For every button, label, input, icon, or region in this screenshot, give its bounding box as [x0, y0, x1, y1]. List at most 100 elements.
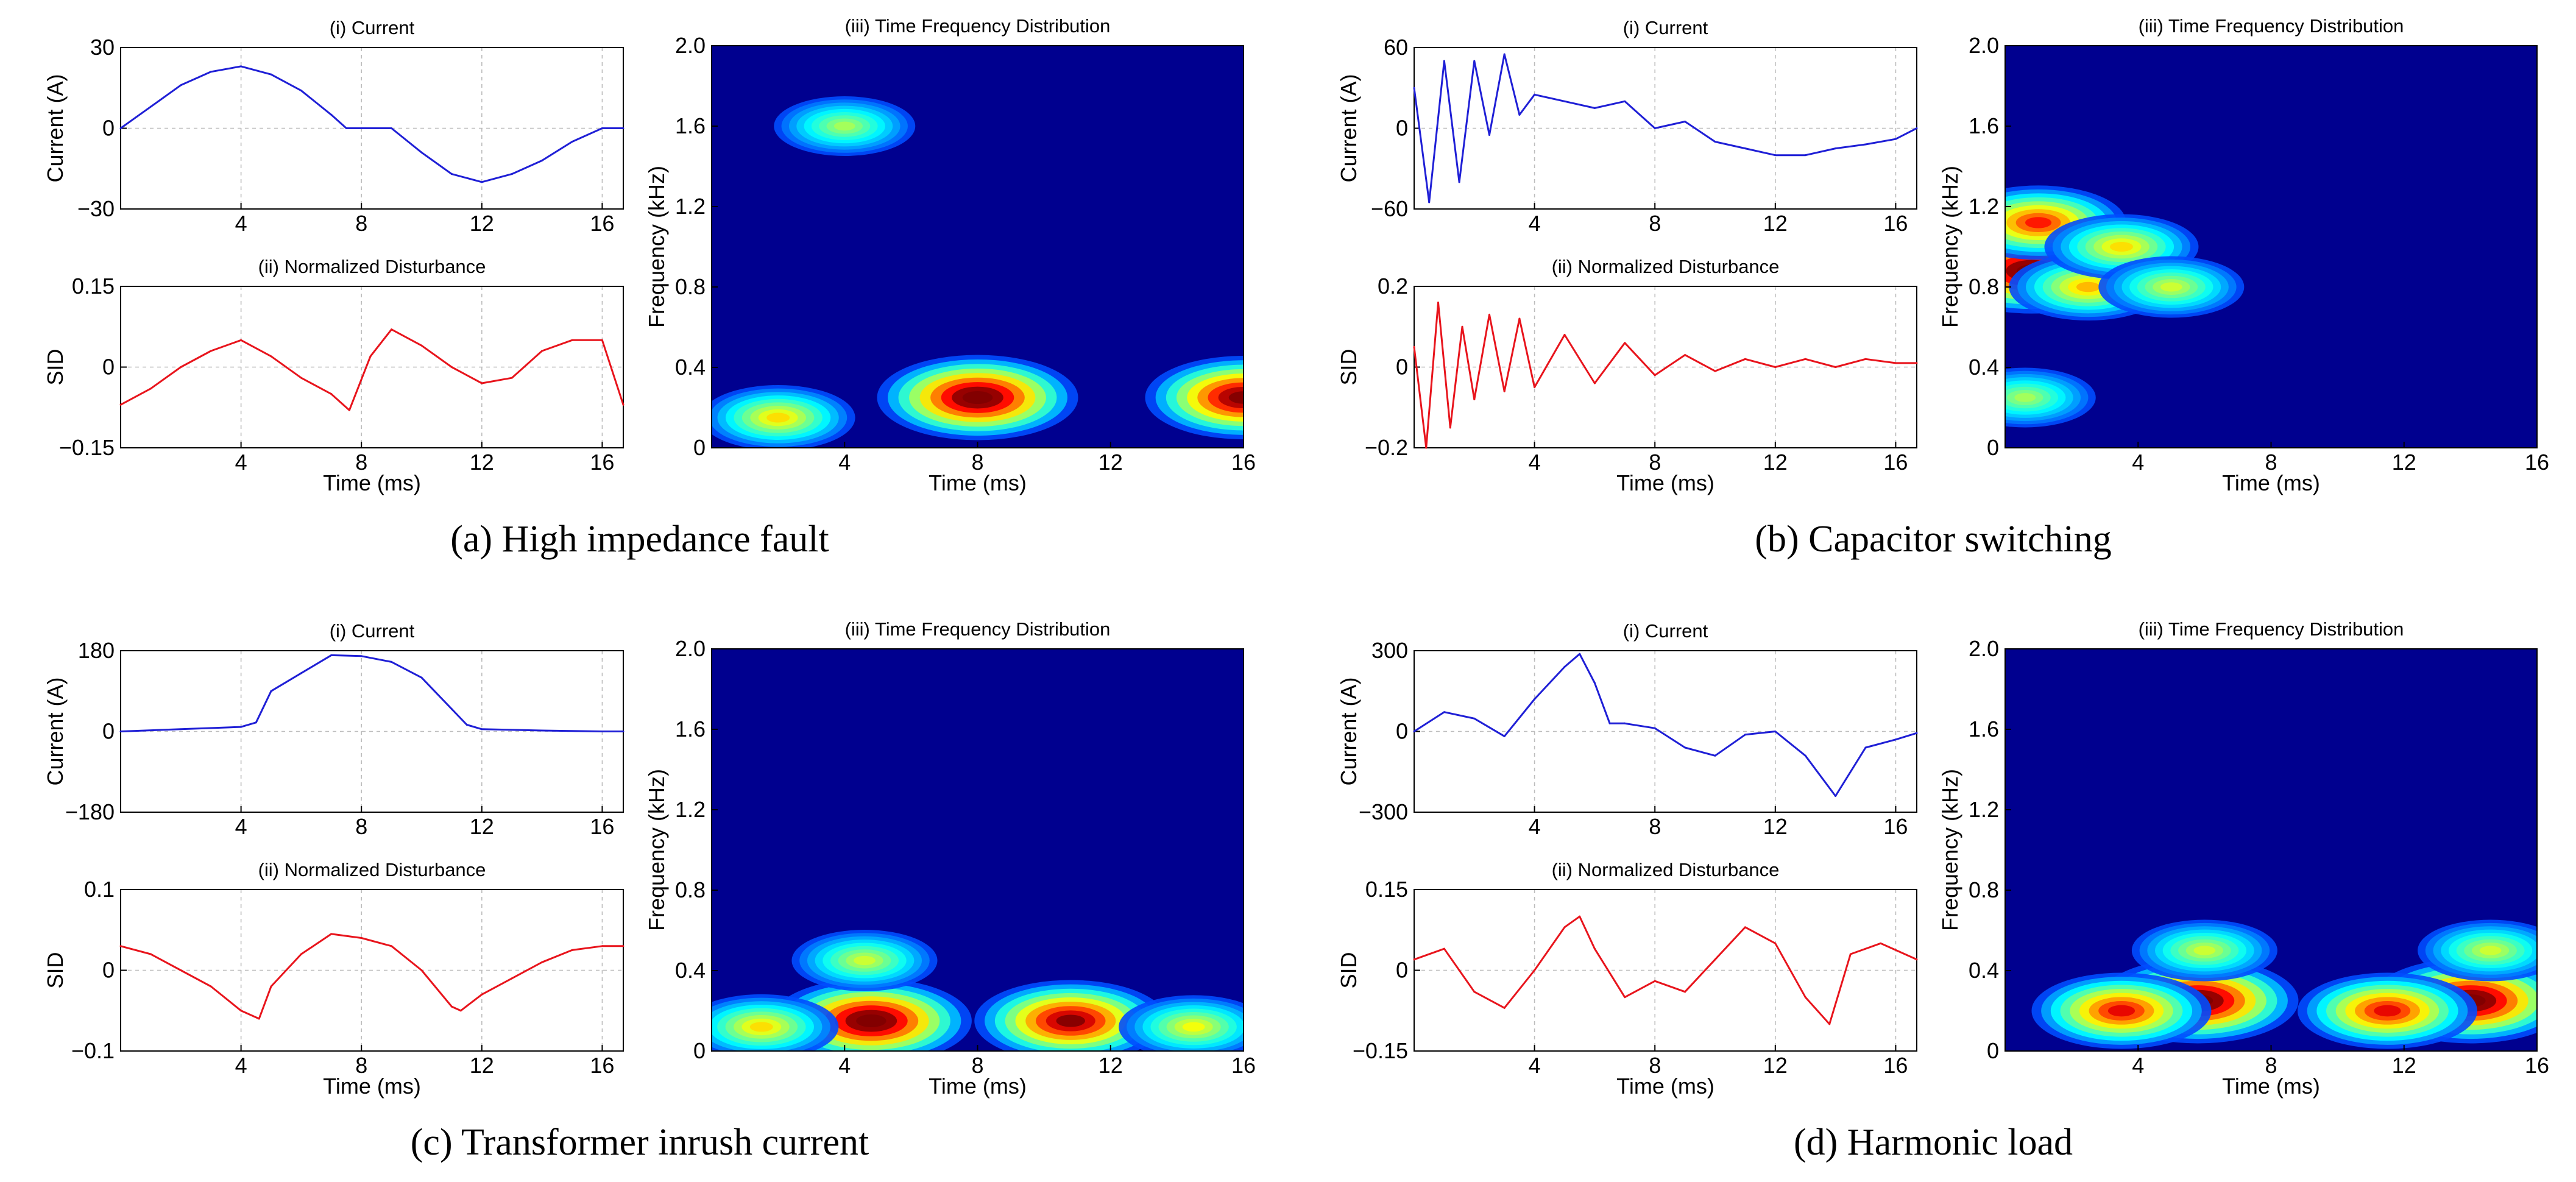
y-tick-label: 0.4 [1969, 958, 1999, 983]
y-tick-label: −0.15 [1353, 1038, 1408, 1063]
x-tick-label: 16 [590, 450, 614, 475]
data-point [348, 409, 350, 411]
y-tick-label: 0 [1396, 355, 1408, 380]
y-tick-label: 0.15 [72, 274, 115, 299]
data-point [1437, 302, 1440, 303]
data-point [1473, 717, 1476, 720]
data-point [255, 721, 257, 724]
y-tick-label: 0 [1396, 958, 1408, 983]
data-point [541, 729, 543, 732]
series-line [120, 654, 623, 732]
data-point [210, 985, 212, 988]
data-point [1894, 138, 1897, 140]
y-tick-label: 1.2 [675, 194, 706, 219]
y-tick-label: 0 [1987, 435, 1999, 460]
data-point [270, 985, 272, 988]
heatmap-layer [712, 96, 1244, 448]
y-tick-label: 0.1 [84, 877, 115, 902]
x-axis-label: Time (ms) [323, 470, 421, 495]
data-point [1654, 727, 1656, 729]
data-point [541, 961, 543, 963]
data-point [119, 945, 122, 947]
plot-title: (i) Current [330, 17, 415, 38]
x-tick-label: 12 [1763, 211, 1788, 236]
data-point [300, 953, 302, 955]
x-tick-label: 8 [355, 814, 367, 839]
data-point [571, 949, 573, 951]
data-point [1624, 342, 1626, 344]
data-point [1503, 390, 1506, 392]
y-tick-label: 0 [1396, 719, 1408, 744]
data-point [420, 151, 423, 154]
data-point [1443, 60, 1445, 62]
data-point [481, 382, 483, 384]
y-tick-label: −300 [1359, 799, 1408, 824]
y-axis-label: SID [43, 349, 68, 385]
data-point [450, 1005, 453, 1008]
x-tick-label: 16 [1231, 450, 1256, 475]
panel-d: (i) Current 300 0 −300 4 8 12 16 Current (A) (ii)… [1336, 618, 2549, 1163]
data-point [1774, 366, 1777, 368]
data-point [1428, 201, 1431, 203]
x-tick-label: 8 [355, 1053, 367, 1078]
panel-caption: (d) Harmonic load [1794, 1122, 2073, 1163]
data-point [420, 969, 423, 971]
plot-title: (iii) Time Frequency Distribution [845, 15, 1111, 37]
y-tick-label: −0.15 [59, 435, 115, 460]
y-axis-label: SID [43, 952, 68, 988]
y-axis-label: Current (A) [1336, 74, 1361, 182]
data-point [1534, 969, 1536, 971]
x-tick-label: 16 [590, 211, 614, 236]
x-tick-label: 12 [1763, 1053, 1788, 1078]
data-point [240, 339, 242, 341]
series-line [1413, 53, 1917, 203]
data-point [180, 728, 182, 731]
panel-caption: (c) Transformer inrush current [411, 1122, 869, 1163]
plot-title: (ii) Normalized Disturbance [1552, 859, 1780, 880]
data-point [300, 377, 302, 379]
y-tick-label: 1.2 [1969, 194, 1999, 219]
x-tick-label: 8 [1649, 1053, 1661, 1078]
data-point [300, 90, 302, 92]
y-tick-label: −60 [1371, 196, 1408, 221]
y-tick-label: 1.6 [675, 717, 706, 741]
y-tick-label: 2.0 [675, 636, 706, 661]
x-axis-label: Time (ms) [2222, 1074, 2320, 1099]
data-point [1684, 354, 1686, 356]
data-point [571, 141, 573, 143]
data-point [180, 366, 182, 368]
y-tick-label: 300 [1371, 638, 1408, 663]
x-tick-label: 8 [355, 450, 367, 475]
data-point [1880, 942, 1882, 944]
data-point [119, 403, 122, 406]
y-axis-label: Frequency (kHz) [644, 166, 669, 328]
x-axis-label: Time (ms) [323, 1074, 421, 1099]
data-point [511, 977, 513, 980]
heatmap-blob [2160, 282, 2182, 292]
panel-a: (i) Current 30 0 −30 4 8 12 16 Current (A) (ii) N… [43, 15, 1256, 560]
data-point [1488, 313, 1491, 316]
y-axis-label: Current (A) [1336, 677, 1361, 785]
data-point [1534, 386, 1536, 389]
y-tick-label: 0 [102, 116, 115, 141]
data-point [1413, 87, 1415, 89]
x-tick-label: 16 [2525, 1053, 2549, 1078]
data-point [149, 953, 152, 955]
y-tick-label: 1.2 [675, 797, 706, 822]
x-tick-label: 8 [2265, 1053, 2277, 1078]
data-point [240, 726, 242, 728]
x-tick-label: 8 [1649, 814, 1661, 839]
data-point [622, 127, 625, 129]
x-tick-label: 8 [355, 211, 367, 236]
y-tick-label: −0.1 [71, 1038, 115, 1063]
x-axis-label: Time (ms) [929, 1074, 1027, 1099]
y-tick-label: 0.8 [1969, 877, 1999, 902]
data-point [1443, 711, 1445, 713]
data-point [1458, 181, 1460, 183]
data-point [1518, 113, 1521, 116]
y-tick-label: 0.8 [675, 877, 706, 902]
x-tick-label: 12 [1763, 814, 1788, 839]
x-tick-label: 4 [1529, 1053, 1541, 1078]
data-point [119, 731, 122, 732]
data-point [1654, 127, 1656, 129]
